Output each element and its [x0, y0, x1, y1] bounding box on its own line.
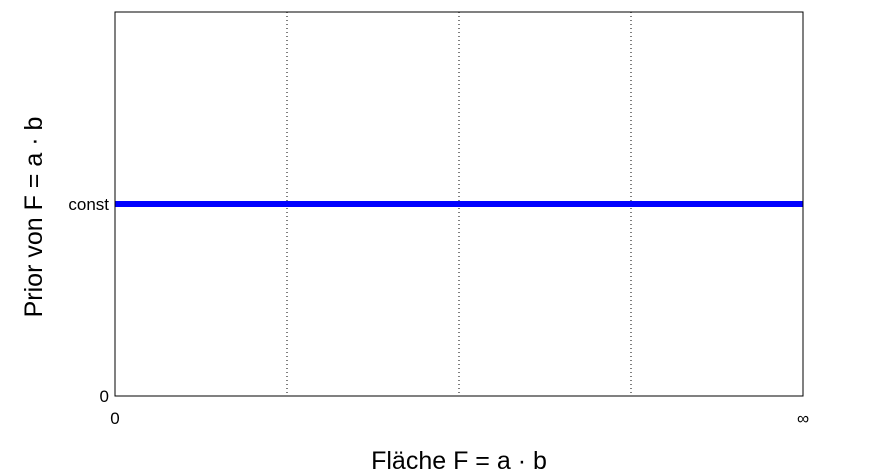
y-tick-label: const [68, 195, 109, 214]
x-tick-label: ∞ [797, 409, 809, 428]
y-axis-title: Prior von F = a · b [20, 117, 48, 318]
x-axis-title: Fläche F = a · b [371, 447, 547, 473]
plot-frame [114, 11, 804, 397]
x-tick-label: 0 [110, 409, 119, 428]
tick-labels: 0 ∞ 0 const [68, 195, 809, 428]
y-tick-label: 0 [100, 387, 109, 406]
